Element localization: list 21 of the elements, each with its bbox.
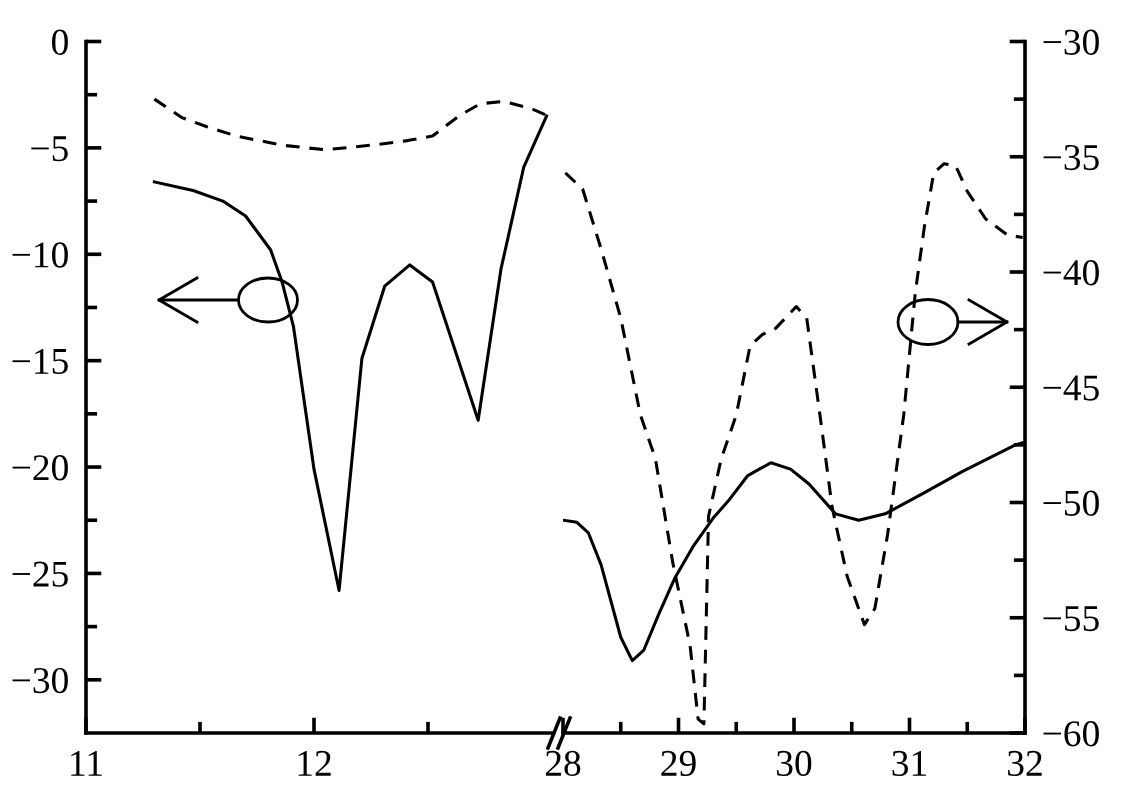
y2-tick-label: −30 <box>1043 29 1099 55</box>
y-tick-label: −15 <box>12 348 68 375</box>
y2-tick-label: −40 <box>1043 260 1099 286</box>
x-tick-label: 11 <box>71 750 102 776</box>
y2-tick-label: −55 <box>1043 606 1099 632</box>
y2-tick-label: −45 <box>1043 375 1099 401</box>
y-tick-label: 0 <box>52 29 68 55</box>
x-tick-label: 32 <box>1008 750 1042 777</box>
y-tick-label: −10 <box>12 242 68 268</box>
x-tick-label: 12 <box>298 750 331 776</box>
y2-tick-label: −35 <box>1043 144 1099 171</box>
y-tick-label: −30 <box>12 667 68 694</box>
x-tick-label: 28 <box>545 750 581 777</box>
x-tick-label: 29 <box>661 750 696 777</box>
y-tick-label: −5 <box>31 136 68 162</box>
y-tick-label: −25 <box>12 561 68 587</box>
x-tick-label: 31 <box>892 750 926 777</box>
y2-tick-label: −60 <box>1043 721 1099 747</box>
y2-tick-label: −50 <box>1043 490 1099 516</box>
y-tick-label: −20 <box>12 455 68 481</box>
x-tick-label: 30 <box>777 750 812 777</box>
